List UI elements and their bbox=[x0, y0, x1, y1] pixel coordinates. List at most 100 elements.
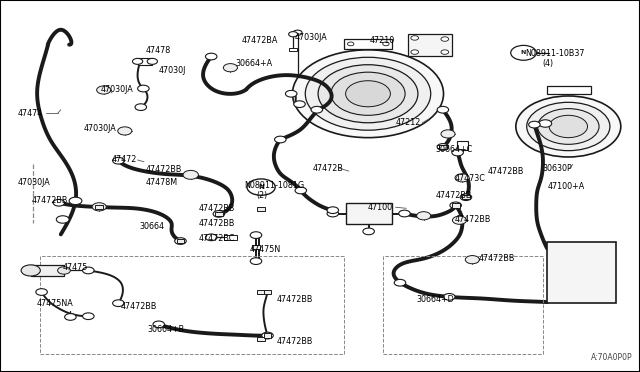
Text: A:70A0P0P: A:70A0P0P bbox=[591, 353, 632, 362]
Circle shape bbox=[311, 106, 323, 113]
Circle shape bbox=[53, 199, 65, 206]
Circle shape bbox=[527, 102, 610, 151]
Circle shape bbox=[441, 130, 455, 138]
Text: 47472BB: 47472BB bbox=[276, 337, 313, 346]
Bar bbox=[257, 337, 265, 341]
Circle shape bbox=[250, 258, 262, 264]
Circle shape bbox=[113, 157, 124, 164]
Circle shape bbox=[452, 149, 463, 156]
Circle shape bbox=[183, 170, 198, 179]
Bar bbox=[439, 145, 447, 149]
Text: 47472BB: 47472BB bbox=[454, 215, 491, 224]
Circle shape bbox=[205, 53, 217, 60]
Circle shape bbox=[327, 207, 339, 214]
Text: 47472BA: 47472BA bbox=[242, 36, 278, 45]
Text: 47472: 47472 bbox=[112, 155, 138, 164]
Text: 47100+A: 47100+A bbox=[547, 182, 584, 190]
Circle shape bbox=[97, 86, 111, 94]
Circle shape bbox=[411, 50, 419, 54]
Text: 47030JA: 47030JA bbox=[101, 85, 134, 94]
Text: 47030J: 47030J bbox=[159, 66, 186, 75]
Circle shape bbox=[65, 314, 76, 320]
Text: 47030JA: 47030JA bbox=[83, 124, 116, 133]
Text: 47472B: 47472B bbox=[312, 164, 343, 173]
Circle shape bbox=[441, 37, 449, 41]
Bar bbox=[224, 235, 237, 240]
Text: 47030JA: 47030JA bbox=[18, 178, 51, 187]
Text: N08911-10B37: N08911-10B37 bbox=[525, 49, 584, 58]
Circle shape bbox=[293, 30, 302, 35]
Circle shape bbox=[69, 197, 82, 205]
Circle shape bbox=[331, 72, 405, 115]
Text: N08911-1081G: N08911-1081G bbox=[244, 181, 305, 190]
Bar bbox=[344, 39, 392, 49]
Circle shape bbox=[132, 58, 143, 64]
Text: 47472BB: 47472BB bbox=[479, 254, 515, 263]
Text: 47472BB: 47472BB bbox=[198, 204, 235, 213]
Circle shape bbox=[511, 45, 536, 60]
Text: 47472BB: 47472BB bbox=[198, 219, 235, 228]
Circle shape bbox=[437, 106, 449, 113]
Circle shape bbox=[529, 121, 540, 128]
Circle shape bbox=[292, 50, 444, 138]
Circle shape bbox=[450, 202, 461, 209]
Text: N: N bbox=[521, 50, 526, 55]
Circle shape bbox=[58, 267, 70, 274]
Text: 30664: 30664 bbox=[140, 222, 164, 231]
Circle shape bbox=[441, 50, 449, 54]
Circle shape bbox=[113, 300, 124, 307]
Text: 47478: 47478 bbox=[146, 46, 171, 55]
Text: 47030JA: 47030JA bbox=[294, 33, 327, 42]
Circle shape bbox=[147, 58, 157, 64]
Circle shape bbox=[348, 42, 354, 46]
Bar bbox=[138, 58, 152, 65]
Circle shape bbox=[465, 256, 479, 264]
Circle shape bbox=[383, 42, 389, 46]
Circle shape bbox=[135, 104, 147, 110]
Circle shape bbox=[83, 267, 94, 274]
Circle shape bbox=[21, 265, 40, 276]
Circle shape bbox=[549, 115, 588, 138]
Bar bbox=[253, 246, 260, 250]
Circle shape bbox=[444, 294, 455, 300]
Text: 47210: 47210 bbox=[370, 36, 395, 45]
Circle shape bbox=[223, 64, 237, 72]
Bar bbox=[257, 207, 265, 211]
Circle shape bbox=[213, 211, 225, 217]
Circle shape bbox=[83, 313, 94, 320]
Circle shape bbox=[539, 120, 552, 127]
Circle shape bbox=[437, 144, 449, 150]
Text: 47472BB: 47472BB bbox=[32, 196, 68, 205]
Text: 47472BB: 47472BB bbox=[488, 167, 524, 176]
Bar bbox=[257, 290, 265, 294]
Bar bbox=[215, 212, 223, 216]
Circle shape bbox=[455, 174, 469, 182]
Bar bbox=[264, 290, 271, 294]
Circle shape bbox=[262, 332, 273, 339]
Bar bbox=[95, 205, 103, 209]
Text: 47473C: 47473C bbox=[454, 174, 485, 183]
Text: 47475NA: 47475NA bbox=[37, 299, 74, 308]
Bar bbox=[462, 195, 470, 199]
Circle shape bbox=[250, 232, 262, 238]
Bar bbox=[452, 203, 460, 208]
Circle shape bbox=[417, 212, 431, 220]
Circle shape bbox=[285, 90, 297, 97]
Circle shape bbox=[460, 194, 472, 201]
Circle shape bbox=[305, 57, 431, 130]
Text: N: N bbox=[258, 184, 264, 190]
Bar bbox=[457, 141, 468, 150]
Circle shape bbox=[275, 136, 286, 143]
Bar bbox=[346, 203, 392, 224]
Circle shape bbox=[92, 203, 106, 211]
Circle shape bbox=[327, 210, 339, 217]
Text: 47472BC: 47472BC bbox=[198, 234, 235, 243]
Bar bbox=[289, 48, 297, 51]
Text: 47472BB: 47472BB bbox=[276, 295, 313, 304]
Text: (4): (4) bbox=[543, 60, 554, 68]
Circle shape bbox=[289, 32, 298, 37]
Text: 47472BB: 47472BB bbox=[120, 302, 157, 311]
Circle shape bbox=[411, 36, 419, 40]
Circle shape bbox=[394, 279, 406, 286]
Circle shape bbox=[346, 81, 390, 107]
